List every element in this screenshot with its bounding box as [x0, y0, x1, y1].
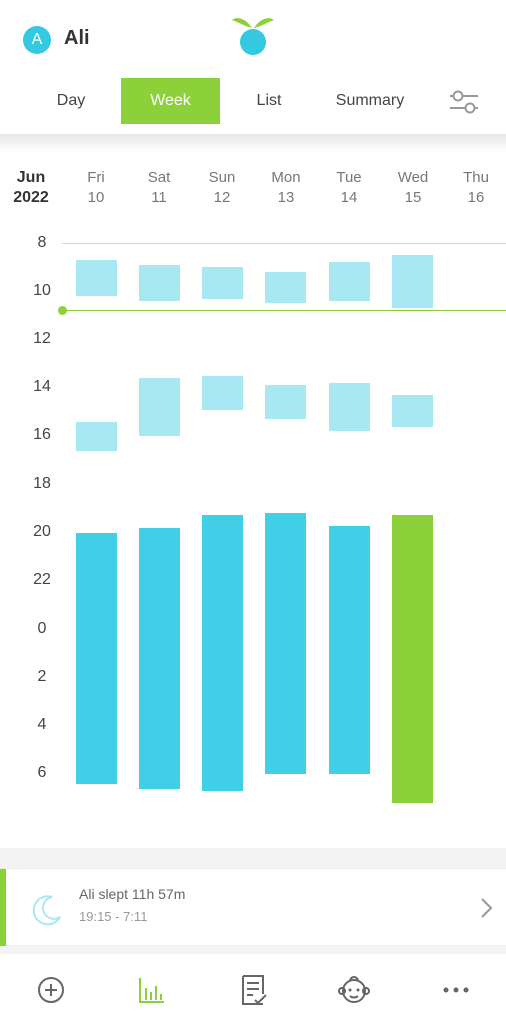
- hour-label: 10: [33, 282, 51, 299]
- day-name: Sat: [147, 169, 171, 186]
- chart-icon: [139, 978, 164, 1003]
- day-name: Sun: [208, 169, 236, 186]
- day-column-sun[interactable]: Sun 12: [197, 168, 247, 208]
- day-column-sat[interactable]: Sat 11: [134, 168, 184, 208]
- day-date: 12: [213, 189, 231, 206]
- nap-morning-bar[interactable]: [76, 259, 117, 297]
- hour-label: 12: [33, 330, 51, 347]
- day-name: Tue: [336, 169, 362, 186]
- night-bar[interactable]: [392, 514, 433, 803]
- sleep-summary-card[interactable]: Ali slept 11h 57m 19:15 - 7:11: [0, 868, 506, 947]
- view-tabs: Day Week List Summary: [0, 72, 506, 134]
- hour-label: 6: [37, 764, 47, 781]
- nap-morning-bar[interactable]: [265, 271, 306, 304]
- nap-afternoon-bar[interactable]: [139, 378, 180, 437]
- current-time-line: [62, 310, 506, 311]
- night-bar[interactable]: [202, 514, 243, 792]
- app-header: A Ali: [0, 0, 506, 72]
- night-bar[interactable]: [329, 525, 370, 775]
- day-name: Wed: [397, 169, 429, 186]
- day-date: 10: [87, 189, 105, 206]
- nap-morning-bar[interactable]: [139, 264, 180, 301]
- section-gap: [0, 946, 506, 954]
- divider-shadow: [0, 134, 506, 152]
- nav-child-button[interactable]: [334, 970, 374, 1010]
- more-icon: [443, 987, 469, 993]
- tab-list[interactable]: List: [256, 92, 282, 109]
- day-column-thu[interactable]: Thu 16: [451, 168, 501, 208]
- hour-label: 0: [37, 620, 47, 637]
- nav-charts-button[interactable]: [132, 970, 172, 1010]
- day-date: 14: [340, 189, 358, 206]
- nav-notes-button[interactable]: [233, 970, 273, 1010]
- day-date: 16: [467, 189, 485, 206]
- month-year-label: Jun 2022: [0, 168, 62, 208]
- night-bar[interactable]: [265, 513, 306, 775]
- day-date: 13: [277, 189, 295, 206]
- filter-settings-icon[interactable]: [446, 84, 482, 120]
- month-label: Jun: [16, 169, 46, 186]
- nap-afternoon-bar[interactable]: [329, 383, 370, 432]
- hour-label: 22: [33, 571, 51, 588]
- tab-summary[interactable]: Summary: [335, 92, 405, 109]
- day-column-mon[interactable]: Mon 13: [261, 168, 311, 208]
- nap-afternoon-bar[interactable]: [76, 421, 117, 451]
- hour-label: 4: [37, 716, 47, 733]
- night-bar[interactable]: [76, 532, 117, 784]
- day-column-fri[interactable]: Fri 10: [71, 168, 121, 208]
- sleep-time-range: 19:15 - 7:11: [79, 909, 148, 924]
- bottom-navigation: [0, 954, 506, 1024]
- tab-day[interactable]: Day: [56, 92, 86, 109]
- nap-afternoon-bar[interactable]: [265, 385, 306, 420]
- day-column-tue[interactable]: Tue 14: [324, 168, 374, 208]
- nap-morning-bar[interactable]: [202, 267, 243, 299]
- current-time-dot: [58, 306, 67, 315]
- hour-label: 2: [37, 668, 47, 685]
- night-bar[interactable]: [139, 527, 180, 789]
- day-name: Thu: [463, 169, 489, 186]
- day-column-wed[interactable]: Wed 15: [388, 168, 438, 208]
- nap-morning-bar[interactable]: [392, 255, 433, 309]
- nap-afternoon-bar[interactable]: [392, 395, 433, 427]
- hour-label: 20: [33, 523, 51, 540]
- avatar[interactable]: A: [23, 26, 51, 54]
- hour-label: 18: [33, 475, 51, 492]
- year-label: 2022: [13, 189, 49, 206]
- day-name: Fri: [87, 169, 105, 186]
- card-accent-bar: [0, 869, 6, 947]
- user-name[interactable]: Ali: [64, 27, 90, 49]
- day-date: 11: [151, 189, 167, 206]
- hour-label: 8: [37, 234, 47, 251]
- day-name: Mon: [271, 169, 301, 186]
- top-gridline: [62, 243, 506, 244]
- hour-label: 16: [33, 426, 51, 443]
- day-date: 15: [404, 189, 422, 206]
- nav-more-button[interactable]: [436, 970, 476, 1010]
- app-logo-icon: [232, 18, 274, 55]
- notes-icon: [242, 975, 267, 1005]
- section-gap: [0, 848, 506, 868]
- moon-icon: [32, 895, 61, 926]
- nav-add-button[interactable]: [31, 970, 71, 1010]
- chevron-right-icon[interactable]: [476, 897, 496, 919]
- baby-face-icon: [338, 976, 370, 1003]
- sleep-summary-title: Ali slept 11h 57m: [79, 886, 186, 902]
- hour-label: 14: [33, 378, 51, 395]
- add-circle-icon: [38, 977, 64, 1003]
- nap-morning-bar[interactable]: [329, 262, 370, 301]
- tab-week[interactable]: Week: [121, 78, 220, 124]
- nap-afternoon-bar[interactable]: [202, 375, 243, 410]
